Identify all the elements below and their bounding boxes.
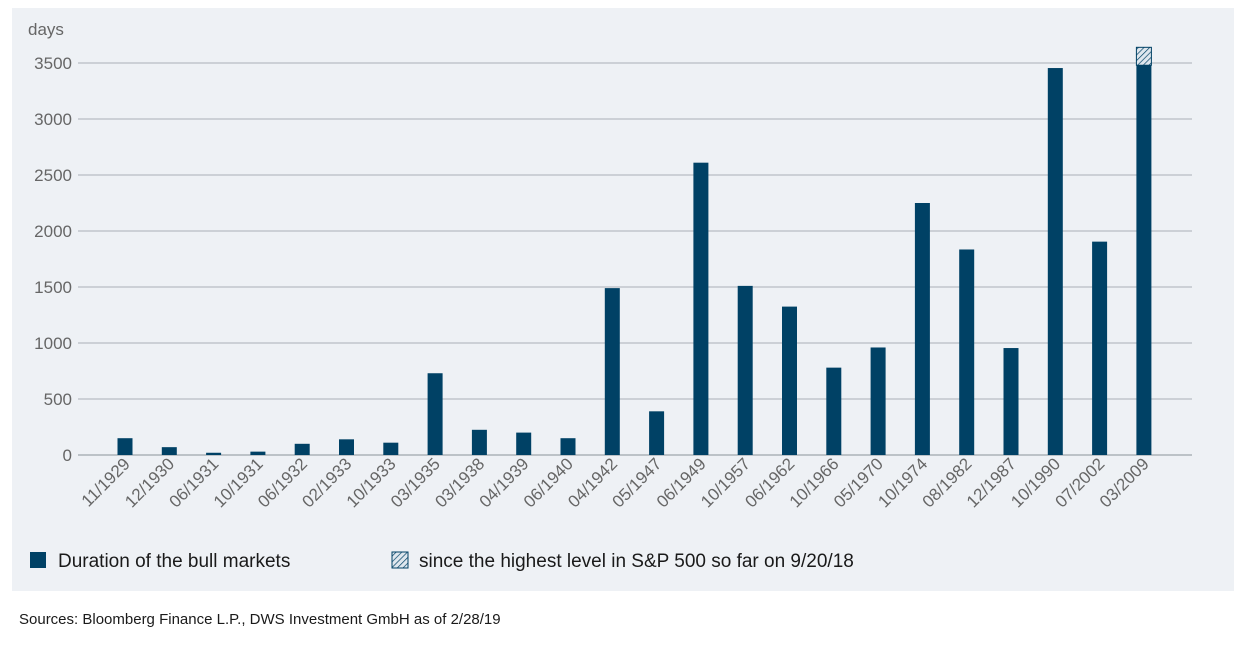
y-tick-label: 0	[63, 446, 72, 465]
y-tick-label: 1500	[34, 278, 72, 297]
bar-06-1962	[782, 306, 797, 455]
bar-10-1931	[250, 451, 266, 455]
bar-12-1987	[1003, 348, 1019, 455]
bar-11-1929	[117, 438, 133, 455]
bar-06-1931	[206, 452, 222, 455]
bar-07-2002	[1092, 241, 1108, 455]
chart-panel: 0 500 1000 1500 2000 2500 3000 3500 11/1929 12/1…	[12, 8, 1234, 591]
y-tick-label: 3000	[34, 110, 72, 129]
x-tick-label: 03/2009	[1096, 454, 1153, 511]
y-tick-label: 1000	[34, 334, 72, 353]
bar-06-1940	[560, 438, 576, 455]
y-tick-label: 2000	[34, 222, 72, 241]
bar-10-1966	[826, 367, 842, 455]
legend: Duration of the bull markets since the h…	[30, 551, 854, 572]
legend-label-duration: Duration of the bull markets	[58, 551, 290, 572]
y-tick-label: 3500	[34, 54, 72, 73]
bar-02-1933	[339, 439, 354, 455]
bar-03-1938	[471, 429, 487, 455]
y-axis-label: days	[28, 20, 64, 39]
source-note: Sources: Bloomberg Finance L.P., DWS Inv…	[19, 611, 501, 628]
y-tick-label: 2500	[34, 166, 72, 185]
bar-05-1970	[870, 347, 886, 455]
y-tick-label: 500	[44, 390, 72, 409]
bar-10-1990	[1047, 68, 1063, 455]
bar-10-1974	[914, 203, 930, 455]
legend-label-since-high: since the highest level in S&P 500 so fa…	[419, 551, 854, 572]
bar-10-1933	[383, 442, 399, 455]
bar-06-1932	[294, 443, 310, 455]
legend-swatch-since-high	[391, 551, 409, 569]
bar-12-1930	[161, 447, 177, 455]
bar-08-1982	[959, 249, 975, 455]
bar-04-1942	[604, 288, 620, 455]
bar-03-1935	[427, 373, 443, 455]
bar-10-1957	[737, 285, 753, 455]
bar-since-high-03-2009	[1135, 46, 1152, 66]
bar-06-1949	[693, 162, 709, 455]
bar-05-1947	[649, 411, 665, 455]
legend-swatch-duration	[30, 552, 46, 568]
bar-04-1939	[516, 432, 532, 455]
bar-03-2009	[1136, 65, 1152, 456]
